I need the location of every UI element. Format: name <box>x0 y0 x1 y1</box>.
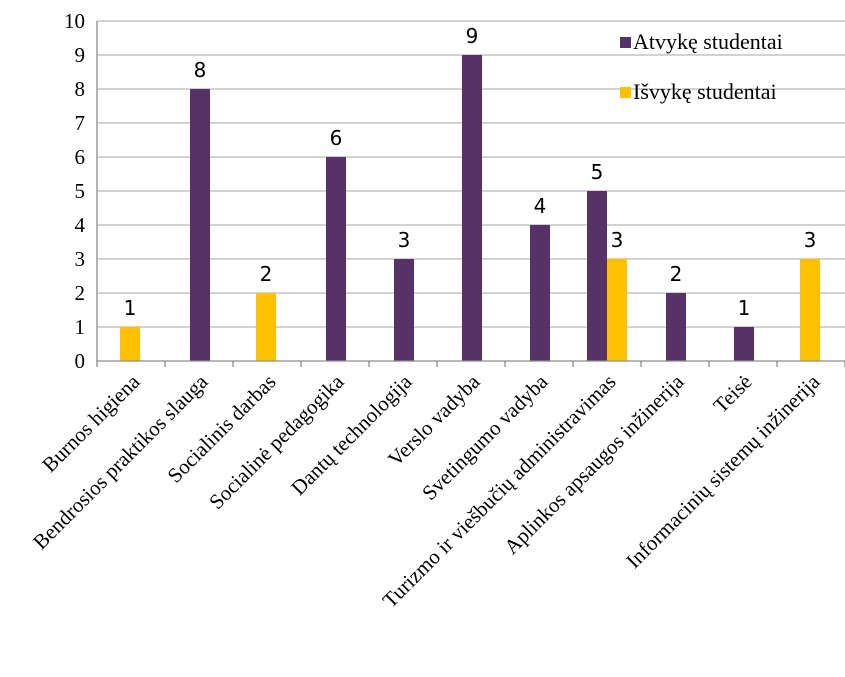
x-tick-label: Teisė <box>708 370 756 418</box>
data-labels: 8 6 3 9 4 5 2 1 1 2 3 3 <box>124 24 817 320</box>
legend-label: Išvykę studentai <box>633 79 777 104</box>
data-label: 9 <box>466 24 479 48</box>
data-label: 4 <box>534 194 547 218</box>
x-tick-label: Dantų technologija <box>286 369 417 500</box>
bar-atvyke <box>326 157 346 361</box>
legend-label: Atvykę studentai <box>633 29 783 54</box>
y-tick-label: 9 <box>75 43 86 67</box>
bar-isvyke <box>800 259 820 361</box>
data-label: 5 <box>591 160 604 184</box>
y-tick-label: 8 <box>75 77 86 101</box>
y-tick-label: 0 <box>75 349 86 373</box>
bar-atvyke <box>394 259 414 361</box>
data-label: 6 <box>330 126 343 150</box>
bar-atvyke <box>587 191 607 361</box>
data-label: 3 <box>804 228 817 252</box>
legend: Atvykę studentai Išvykę studentai <box>620 29 783 104</box>
data-label: 2 <box>260 262 273 286</box>
y-tick-label: 3 <box>75 247 86 271</box>
data-label: 8 <box>194 58 207 82</box>
data-label: 3 <box>398 228 411 252</box>
bar-isvyke <box>607 259 627 361</box>
x-tick-label: Svetingumo vadyba <box>417 369 553 505</box>
axes <box>96 21 845 367</box>
bar-isvyke <box>256 293 276 361</box>
y-tick-label: 6 <box>75 145 86 169</box>
data-label: 1 <box>124 296 137 320</box>
data-label: 2 <box>670 262 683 286</box>
y-tick-label: 1 <box>75 315 86 339</box>
bar-atvyke <box>462 55 482 361</box>
y-tick-label: 5 <box>75 179 86 203</box>
y-tick-label: 10 <box>64 9 85 33</box>
y-tick-label: 7 <box>75 111 86 135</box>
bar-atvyke <box>530 225 550 361</box>
y-axis-ticks: 0 1 2 3 4 5 6 7 8 9 10 <box>64 9 86 373</box>
bar-isvyke <box>120 327 140 361</box>
y-tick-label: 4 <box>75 213 86 237</box>
data-label: 1 <box>738 296 751 320</box>
bar-atvyke <box>190 89 210 361</box>
legend-swatch <box>620 87 631 98</box>
legend-swatch <box>620 37 631 48</box>
data-label: 3 <box>611 228 624 252</box>
bar-atvyke <box>666 293 686 361</box>
y-tick-label: 2 <box>75 281 86 305</box>
bar-atvyke <box>734 327 754 361</box>
bars <box>120 55 820 361</box>
